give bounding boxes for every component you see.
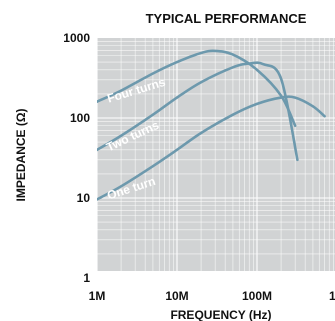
x-tick-label: 1G xyxy=(329,289,335,303)
x-axis-label: FREQUENCY (Hz) xyxy=(170,308,271,321)
x-tick-label: 10M xyxy=(165,289,188,303)
y-tick-label: 100 xyxy=(70,111,90,125)
series-lines xyxy=(97,49,326,201)
chart-title: TYPICAL PERFORMANCE xyxy=(146,11,307,26)
x-axis-ticks: 1M 10M 100M 1G xyxy=(89,289,335,303)
x-tick-label: 100M xyxy=(242,289,272,303)
y-tick-label: 1 xyxy=(83,271,90,285)
x-tick-label: 1M xyxy=(89,289,106,303)
y-tick-label: 10 xyxy=(77,191,91,205)
y-tick-label: 1000 xyxy=(63,31,90,45)
series-line-two-turns xyxy=(97,61,299,162)
y-axis-ticks: 1 10 100 1000 xyxy=(63,31,90,285)
series-line-four-turns xyxy=(97,49,297,128)
series-line-one-turn xyxy=(97,95,326,201)
plot-area xyxy=(97,38,335,271)
y-axis-label: IMPEDANCE (Ω) xyxy=(14,109,28,202)
